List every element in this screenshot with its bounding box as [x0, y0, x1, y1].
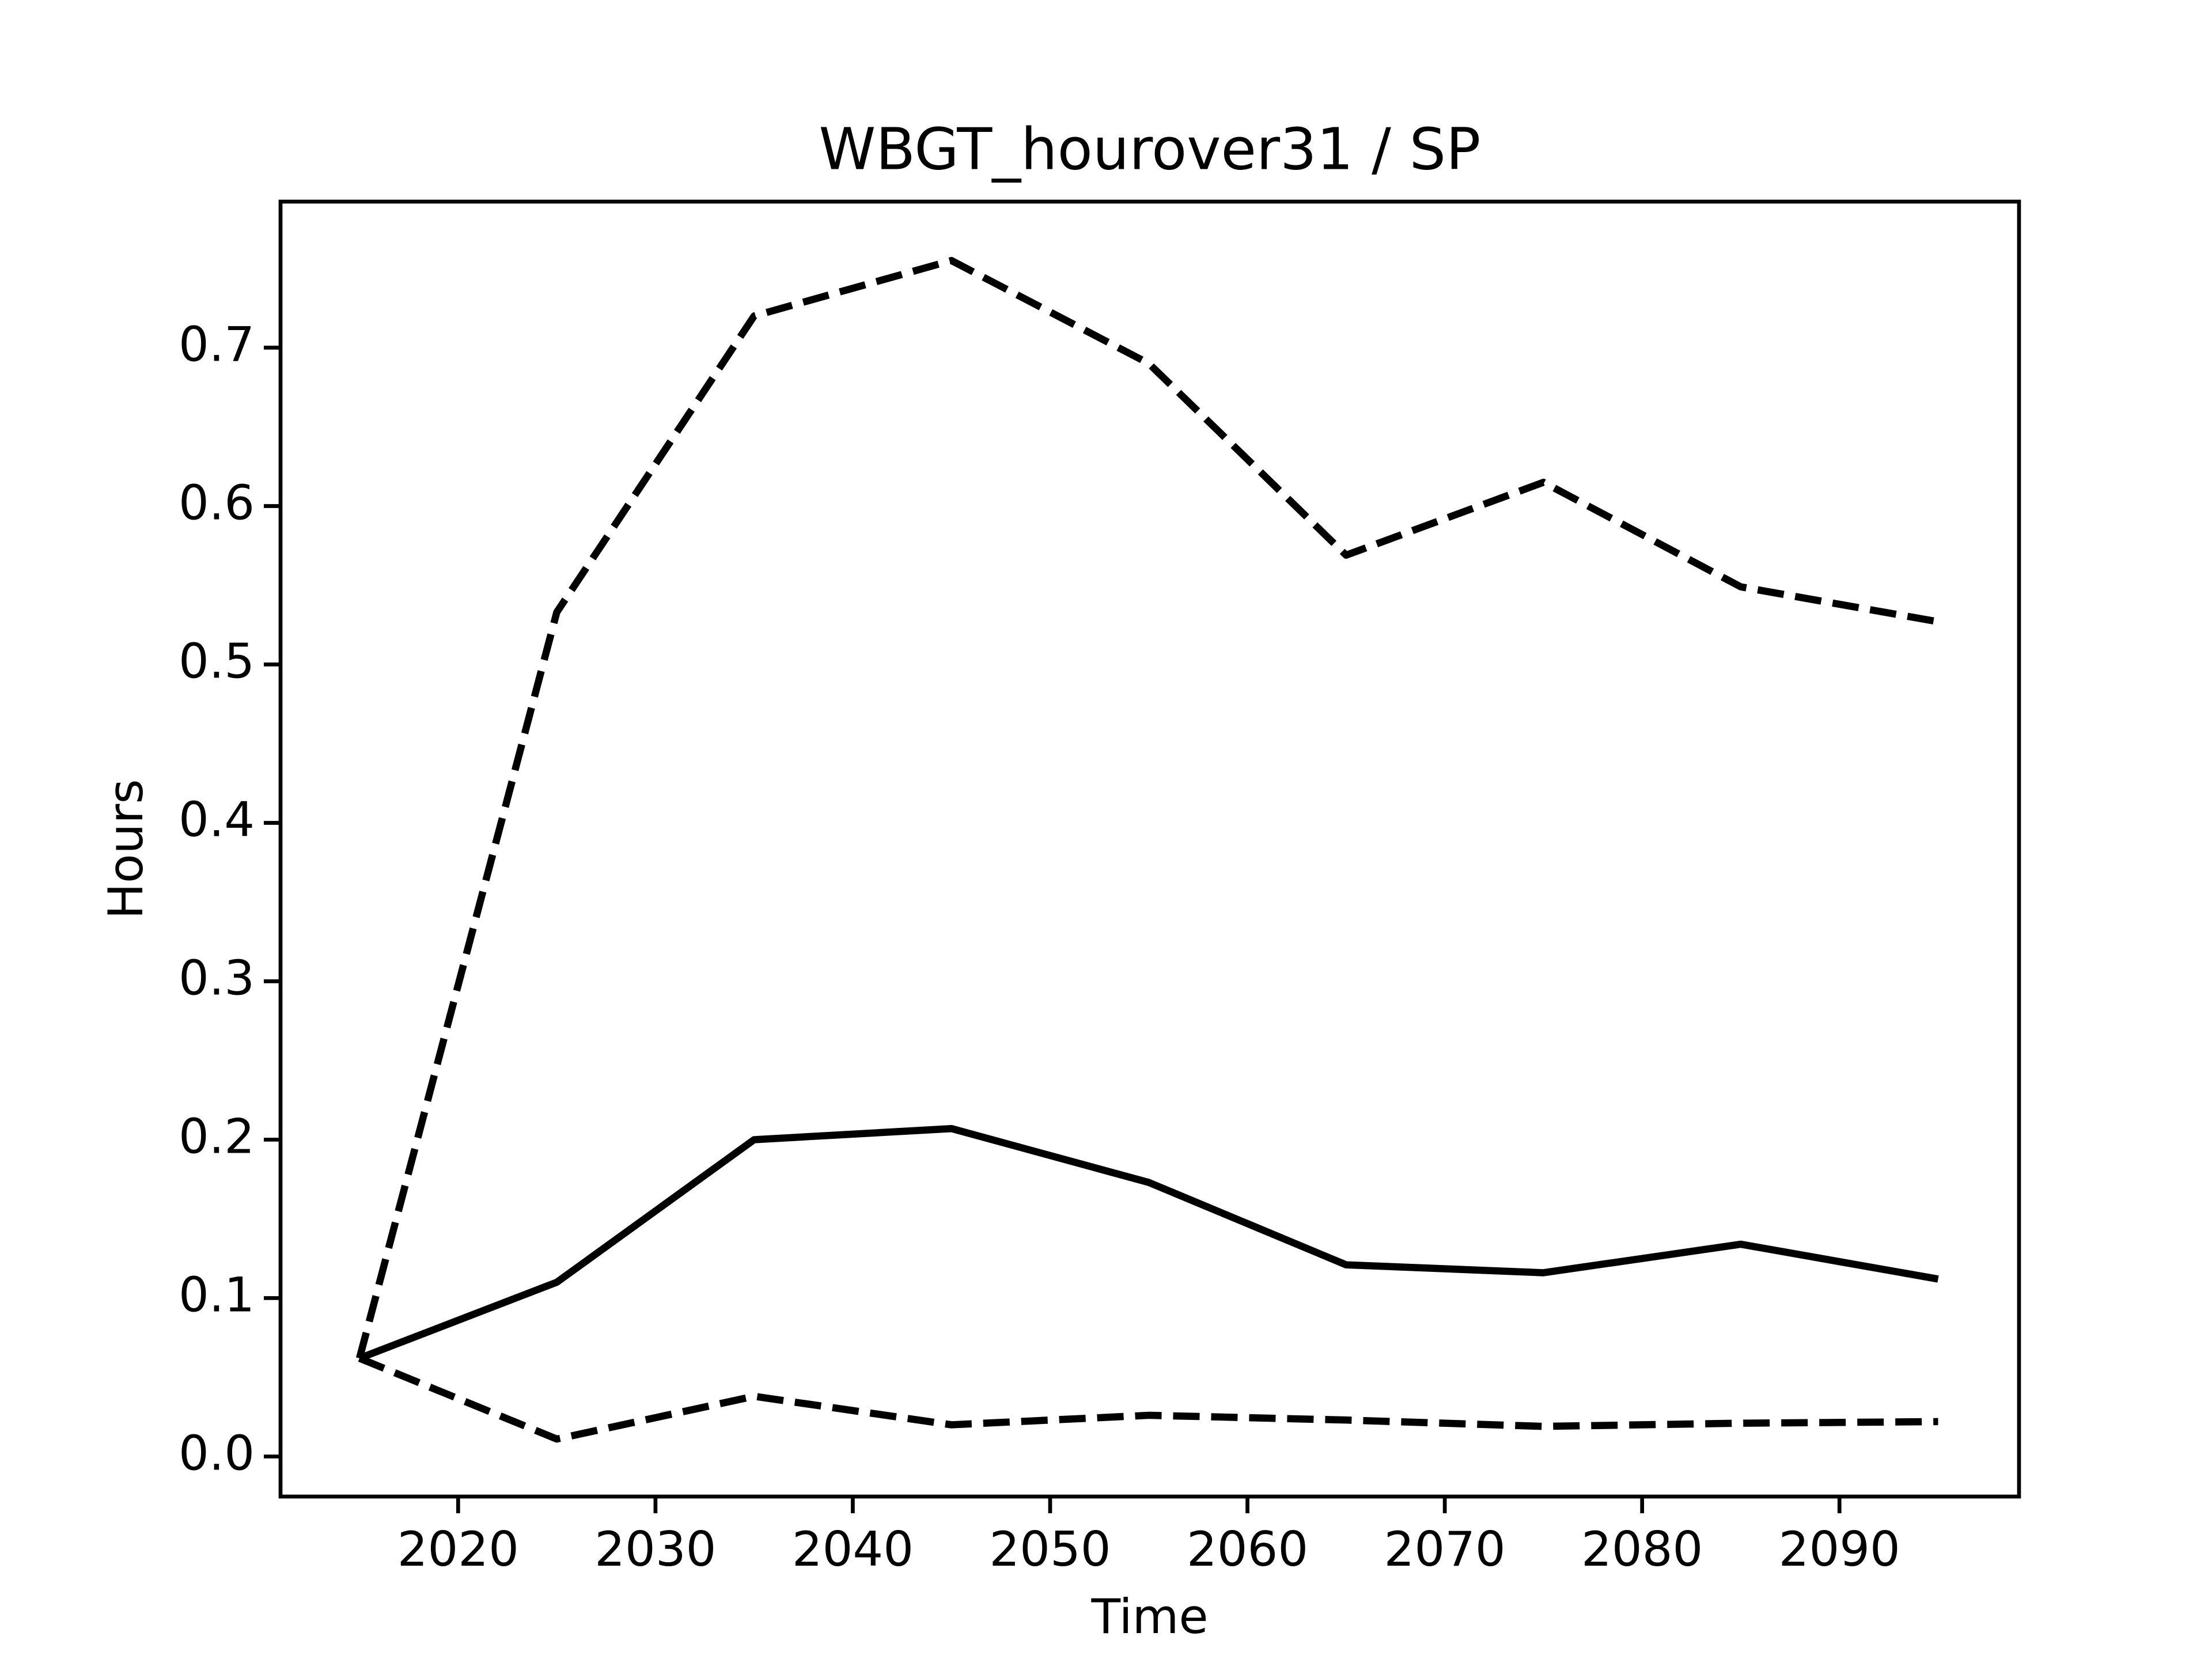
plot-frame: [278, 199, 2021, 1499]
x-tick-label: 2030: [594, 1521, 716, 1577]
y-tick-label: 0.6: [179, 475, 255, 531]
y-tick-label: 0.5: [179, 633, 255, 689]
y-tick-label: 0.7: [179, 316, 255, 372]
x-tick-label: 2080: [1581, 1521, 1703, 1577]
y-tick-label: 0.1: [179, 1267, 255, 1323]
y-tick-label: 0.4: [179, 791, 255, 847]
series-line: [355, 257, 1939, 1359]
y-axis-label: Hours: [98, 779, 154, 919]
x-tick-label: 2020: [397, 1521, 519, 1577]
x-tick-label: 2060: [1187, 1521, 1308, 1577]
series-line: [358, 1124, 1939, 1362]
x-tick-label: 2090: [1779, 1521, 1900, 1577]
y-tick-label: 0.2: [179, 1108, 255, 1164]
x-tick-label: 2040: [792, 1521, 914, 1577]
x-tick-label: 2050: [989, 1521, 1111, 1577]
x-axis-label: Time: [1090, 1589, 1208, 1645]
y-tick-label: 0.3: [179, 950, 255, 1006]
y-tick-label: 0.0: [179, 1425, 255, 1481]
series-line: [358, 1355, 1938, 1443]
chart-title: WBGT_hourover31 / SP: [819, 115, 1481, 183]
x-tick-label: 2070: [1384, 1521, 1506, 1577]
